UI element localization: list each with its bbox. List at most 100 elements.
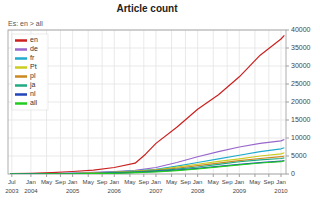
tick-label-x: Jan <box>109 179 119 185</box>
legend-label: all <box>30 99 37 106</box>
legend-swatch <box>15 75 27 78</box>
grid-line-x <box>280 30 281 174</box>
legend-swatch <box>15 48 27 51</box>
legend-label: pl <box>30 72 36 80</box>
legend-swatch <box>15 84 27 87</box>
series-line <box>10 139 284 173</box>
tick-label-x: Sep <box>180 179 191 185</box>
plot-area <box>8 30 286 174</box>
tick-x <box>280 174 281 177</box>
tick-x <box>72 174 73 177</box>
legend-box <box>12 34 48 110</box>
tick-label-x: Jan <box>68 179 78 185</box>
grid-line-x <box>143 30 144 174</box>
tick-y <box>286 156 289 157</box>
tick-x <box>88 174 89 177</box>
legend: endefrPtpljanlall <box>12 34 48 110</box>
grid-line-x <box>268 30 269 174</box>
grid-line-x <box>102 30 103 174</box>
legend-label: de <box>30 45 38 52</box>
tick-x <box>143 174 144 177</box>
grid-line-y <box>8 102 286 103</box>
tick-label-y: 35000 <box>291 44 311 51</box>
grid-line-x <box>239 30 240 174</box>
series-line <box>10 158 284 174</box>
tick-x <box>213 174 214 177</box>
tick-label-x: Sep <box>222 179 233 185</box>
legend-label: en <box>30 36 38 43</box>
axes: 0500010000150002000025000300003500040000… <box>5 26 310 194</box>
tick-x <box>171 174 172 177</box>
year-label: 2010 <box>274 188 288 194</box>
tick-x <box>254 174 255 177</box>
legend-swatch <box>15 102 27 105</box>
year-label: 2005 <box>66 188 80 194</box>
grid-line-x <box>114 30 115 174</box>
series-line <box>10 153 284 174</box>
year-label: 2004 <box>24 188 38 194</box>
tick-x <box>239 174 240 177</box>
tick-label-x: Sep <box>263 179 274 185</box>
grid-line-y <box>8 84 286 85</box>
tick-label-y: 40000 <box>291 26 311 33</box>
grid-line-x <box>129 30 130 174</box>
subtitle: Es: en > all <box>8 20 43 27</box>
tick-label-x: Jan <box>276 179 286 185</box>
series-line <box>10 156 284 174</box>
legend-swatch <box>15 93 27 96</box>
tick-label-y: 30000 <box>291 62 311 69</box>
legend-label: Pt <box>30 63 37 70</box>
tick-x <box>46 174 47 177</box>
tick-label-x: Jan <box>151 179 161 185</box>
tick-y <box>286 30 289 31</box>
grid-line-y <box>8 120 286 121</box>
series-line <box>10 35 284 173</box>
tick-label-x: Jan <box>234 179 244 185</box>
tick-label-y: 25000 <box>291 80 311 87</box>
series-line <box>10 161 284 174</box>
year-label: 2006 <box>108 188 122 194</box>
tick-label-x: May <box>166 179 177 185</box>
tick-label-x: May <box>41 179 52 185</box>
legend-swatch <box>15 57 27 60</box>
grid <box>8 30 286 174</box>
grid-line-x <box>227 30 228 174</box>
grid-line-x <box>197 30 198 174</box>
grid-line-y <box>8 66 286 67</box>
tick-label-x: Jul <box>8 179 16 185</box>
tick-label-x: Sep <box>97 179 108 185</box>
year-label: 2003 <box>5 188 19 194</box>
grid-line-x <box>155 30 156 174</box>
tick-x <box>114 174 115 177</box>
grid-line-y <box>8 138 286 139</box>
legend-label: fr <box>30 54 35 61</box>
legend-swatch <box>15 39 27 42</box>
tick-x <box>129 174 130 177</box>
grid-line-x <box>60 30 61 174</box>
tick-y <box>286 174 289 175</box>
tick-label-x: May <box>124 179 135 185</box>
tick-x <box>11 174 12 177</box>
tick-x <box>30 174 31 177</box>
tick-y <box>286 102 289 103</box>
tick-y <box>286 120 289 121</box>
tick-label-y: 20000 <box>291 98 311 105</box>
tick-label-y: 10000 <box>291 134 311 141</box>
tick-y <box>286 66 289 67</box>
grid-line-x <box>88 30 89 174</box>
tick-label-x: Jan <box>193 179 203 185</box>
series-lines <box>10 35 284 174</box>
tick-x <box>102 174 103 177</box>
year-label: 2008 <box>191 188 205 194</box>
plot-frame <box>8 30 286 174</box>
series-line <box>10 161 284 174</box>
legend-label: nl <box>30 90 36 97</box>
tick-label-x: Sep <box>138 179 149 185</box>
tick-label-x: Jan <box>26 179 36 185</box>
tick-y <box>286 138 289 139</box>
grid-line-y <box>8 48 286 49</box>
tick-x <box>227 174 228 177</box>
tick-label-x: May <box>208 179 219 185</box>
grid-line-x <box>171 30 172 174</box>
tick-x <box>155 174 156 177</box>
